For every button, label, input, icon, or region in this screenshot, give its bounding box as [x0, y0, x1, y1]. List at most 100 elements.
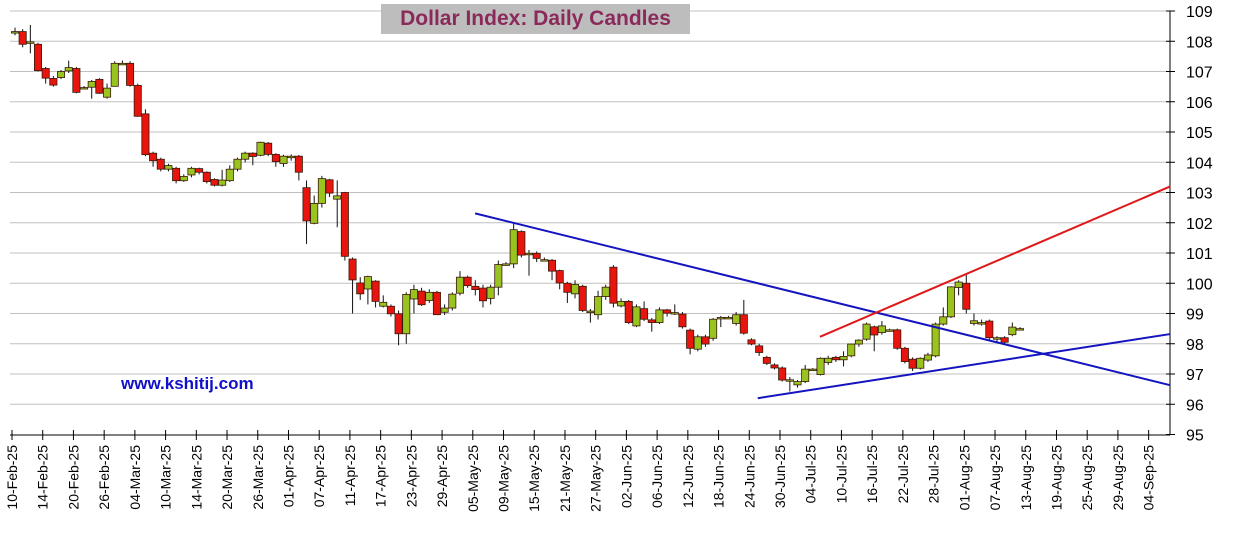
candle-body-up [287, 155, 296, 159]
candle-body-up [916, 357, 925, 369]
candle-body-up [179, 176, 188, 182]
candle-body-up [655, 309, 664, 323]
candle-body-up [946, 286, 955, 318]
candle-body-up [80, 87, 89, 90]
x-tick-label: 11-Apr-25 [342, 445, 358, 506]
candle [172, 166, 181, 184]
candle-body-up [241, 152, 250, 160]
candle [471, 280, 480, 296]
candle-body-down [264, 142, 273, 155]
candle-body-down [747, 339, 756, 345]
x-tick-label: 22-Jul-25 [895, 445, 911, 504]
candle [448, 292, 457, 311]
candle [701, 334, 710, 347]
candle [624, 299, 633, 325]
candle-body-down [831, 356, 840, 361]
candle [233, 157, 242, 172]
candle [693, 334, 702, 352]
candle [432, 290, 441, 316]
candle-body-up [57, 71, 66, 78]
candle [724, 315, 733, 320]
x-tick-label: 13-Aug-25 [1018, 445, 1034, 511]
x-tick-label: 04-Sep-25 [1141, 445, 1157, 511]
candle-body-down [555, 270, 564, 284]
candle-body-down [248, 152, 257, 157]
candle [571, 280, 580, 299]
candle [877, 321, 886, 335]
x-tick-label: 16-Jul-25 [864, 445, 880, 504]
y-tick-label: 97 [1186, 367, 1204, 384]
x-tick-label: 14-Feb-25 [35, 445, 51, 510]
candle [601, 284, 610, 300]
candle-body-down [893, 329, 902, 349]
candle-body-up [724, 317, 733, 320]
x-tick-label: 29-Apr-25 [434, 445, 450, 507]
candle-body-up [670, 312, 679, 315]
candle [663, 308, 672, 317]
candle-body-up [317, 178, 326, 204]
candle-body-up [793, 381, 802, 386]
candle [532, 251, 541, 263]
x-tick-label: 30-Jun-25 [772, 445, 788, 508]
candle-body-up [931, 323, 940, 357]
candle-body-down [532, 252, 541, 259]
x-tick-label: 01-Aug-25 [956, 445, 972, 511]
y-tick-label: 95 [1186, 428, 1204, 445]
candle [747, 338, 756, 346]
x-tick-label: 19-Aug-25 [1048, 445, 1064, 511]
candle [187, 166, 196, 178]
candle [302, 180, 311, 244]
candle [755, 343, 764, 356]
candle-body-down [34, 43, 43, 71]
candle [824, 355, 833, 365]
candle [133, 83, 142, 117]
candle [862, 322, 871, 341]
candle-body-up [103, 87, 112, 98]
watermark-url: www.kshitij.com [121, 374, 254, 393]
x-tick-label: 21-May-25 [557, 445, 573, 512]
candle-body-up [732, 314, 741, 324]
candle [808, 367, 817, 372]
candle-body-down [701, 336, 710, 345]
candle [95, 78, 104, 94]
candle [732, 311, 741, 326]
x-tick-label: 07-Apr-25 [311, 445, 327, 507]
candle-body-down [908, 358, 917, 369]
candle-body-down [678, 313, 687, 328]
chart-title-box: Dollar Index: Daily Candles [381, 4, 690, 34]
candle [517, 230, 526, 258]
candle-body-down [517, 231, 526, 256]
candle-body-down [663, 309, 672, 314]
candle [640, 301, 649, 322]
candle-body-down [41, 68, 50, 79]
candle-body-up [501, 263, 510, 266]
candle-body-up [854, 339, 863, 345]
candle [271, 153, 280, 167]
candle [946, 286, 955, 319]
candle [962, 274, 971, 314]
candle [264, 141, 273, 157]
candle-body-down [294, 155, 303, 173]
candle [287, 154, 296, 161]
candle [440, 304, 449, 316]
candle [10, 27, 19, 36]
candle [900, 346, 909, 364]
candle [992, 336, 1001, 343]
candle-body-up [440, 307, 449, 313]
y-tick-label: 109 [1186, 4, 1213, 21]
candle [540, 257, 549, 262]
x-tick-label: 09-May-25 [496, 445, 512, 512]
candle [1000, 336, 1009, 344]
candle [847, 343, 856, 358]
candle [202, 171, 211, 184]
candle-body-up [494, 264, 503, 288]
candle-body-up [816, 357, 825, 376]
candle [762, 355, 771, 365]
candle-body-up [225, 168, 234, 182]
candle-body-up [632, 306, 641, 327]
candle [248, 152, 257, 166]
candle [563, 281, 572, 303]
candle-body-down [563, 282, 572, 293]
candle-body-up [785, 379, 794, 382]
x-tick-label: 26-Mar-25 [250, 445, 266, 510]
